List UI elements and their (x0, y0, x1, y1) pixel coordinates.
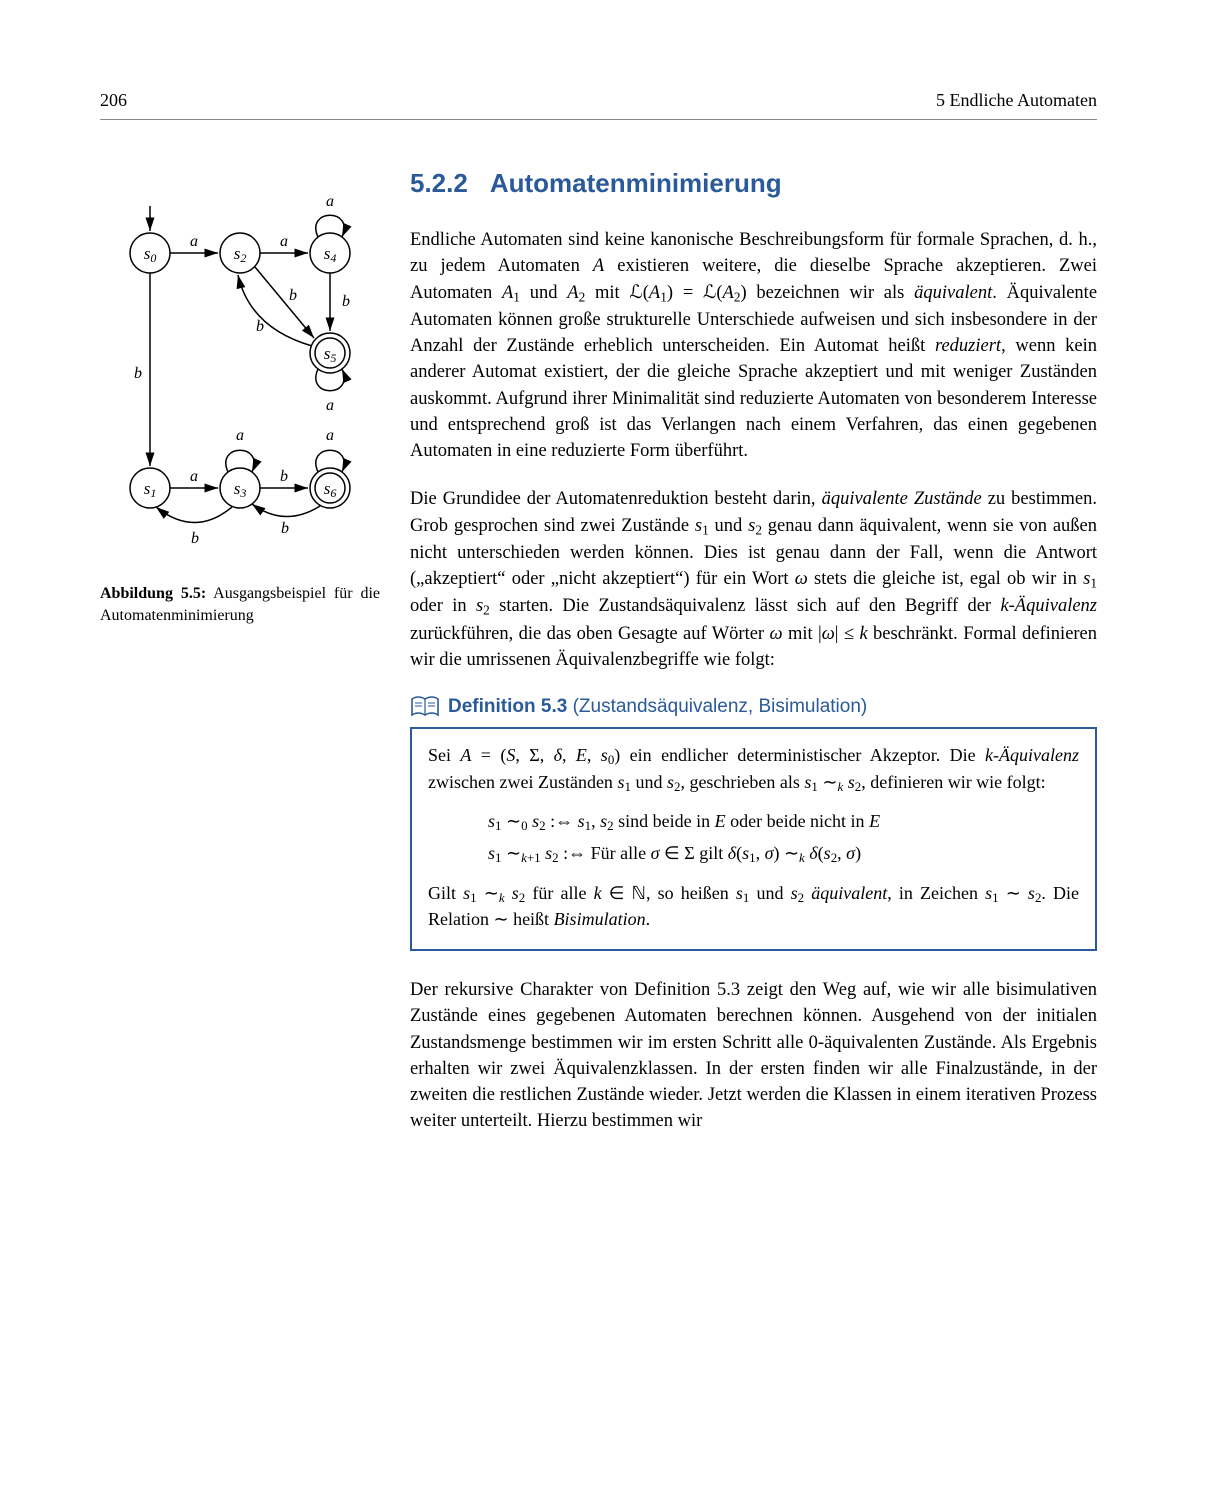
svg-text:b: b (191, 530, 199, 547)
section-title: Automatenminimierung (490, 168, 782, 198)
page-number: 206 (100, 90, 127, 111)
svg-text:b: b (342, 293, 350, 310)
automaton-figure: s0 s2 s4 s5 s1 s3 (100, 188, 380, 563)
chapter-title: 5 Endliche Automaten (936, 90, 1097, 111)
svg-text:a: a (326, 193, 334, 210)
definition-intro: Sei A = (S, Σ, δ, E, s0) ein endlicher d… (428, 743, 1079, 796)
content-row: s0 s2 s4 s5 s1 s3 (100, 168, 1097, 1157)
left-column: s0 s2 s4 s5 s1 s3 (100, 168, 380, 1157)
page: 206 5 Endliche Automaten s0 (0, 0, 1207, 1217)
definition-outro: Gilt s1 ∼k s2 für alle k ∈ ℕ, so heißen … (428, 881, 1079, 933)
svg-text:a: a (280, 233, 288, 250)
paragraph-1: Endliche Automaten sind keine kanonische… (410, 227, 1097, 464)
definition-body: Sei A = (S, Σ, δ, E, s0) ein endlicher d… (410, 727, 1097, 951)
paragraph-3: Der rekursive Charakter von Definition 5… (410, 977, 1097, 1135)
svg-text:a: a (326, 427, 334, 444)
svg-text:b: b (134, 365, 142, 382)
definition-header: Definition 5.3 (Zustandsäquivalenz, Bisi… (410, 695, 1097, 719)
svg-text:b: b (281, 520, 289, 537)
definition-label: Definition 5.3 (448, 696, 567, 717)
svg-text:a: a (326, 397, 334, 414)
section-number: 5.2.2 (410, 168, 468, 199)
automaton-svg: s0 s2 s4 s5 s1 s3 (100, 188, 380, 558)
right-column: 5.2.2 Automatenminimierung Endliche Autom… (410, 168, 1097, 1157)
definition-title: Definition 5.3 (Zustandsäquivalenz, Bisi… (448, 696, 867, 718)
figure-label: Abbildung 5.5: (100, 585, 206, 602)
svg-text:a: a (190, 468, 198, 485)
svg-text:a: a (190, 233, 198, 250)
book-icon (410, 695, 440, 719)
paragraph-2: Die Grundidee der Automatenreduktion bes… (410, 486, 1097, 673)
definition-paren: (Zustandsäquivalenz, Bisimulation) (573, 696, 868, 717)
figure-caption: Abbildung 5.5: Ausgangsbeispiel für die … (100, 583, 380, 628)
definition-math: s1 ∼0 s2 :⇔ s1, s2 sind beide in E oder … (488, 806, 1079, 869)
section-heading: 5.2.2 Automatenminimierung (410, 168, 1097, 199)
svg-text:b: b (280, 468, 288, 485)
svg-text:b: b (289, 287, 297, 304)
svg-text:a: a (236, 427, 244, 444)
definition-block: Definition 5.3 (Zustandsäquivalenz, Bisi… (410, 695, 1097, 951)
svg-text:b: b (256, 318, 264, 335)
page-header: 206 5 Endliche Automaten (100, 90, 1097, 120)
